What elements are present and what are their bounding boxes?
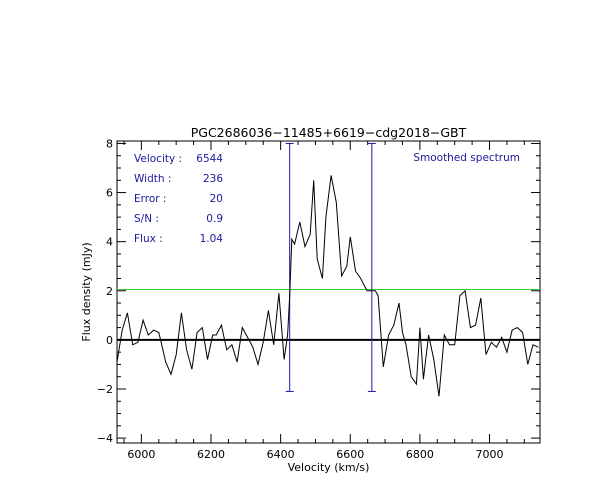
y-tick-label: −2	[97, 383, 113, 396]
spectrum-line	[116, 175, 539, 397]
x-tick-label: 6200	[197, 448, 225, 461]
y-tick-label: 2	[106, 285, 113, 298]
stat-value: 20	[210, 193, 223, 205]
stat-label: Flux :	[134, 233, 163, 245]
stat-label: Velocity :	[134, 153, 182, 165]
x-tick-label: 7000	[476, 448, 504, 461]
x-tick-label: 6000	[127, 448, 155, 461]
y-tick-label: −4	[97, 432, 113, 445]
y-tick-label: 0	[106, 334, 113, 347]
x-tick-label: 6600	[336, 448, 364, 461]
axis-tick-labels: 6000 6200 6400 6600 6800 7000 −4 −2 0 2 4 6 8	[97, 137, 504, 461]
stat-value: 236	[203, 173, 223, 185]
stat-value: 0.9	[206, 213, 223, 225]
stat-label: S/N :	[134, 213, 159, 225]
y-tick-label: 8	[106, 137, 113, 150]
stat-value: 1.04	[200, 233, 224, 245]
plot-frame	[116, 140, 541, 444]
plot-frame-group	[116, 140, 541, 444]
stat-label: Width :	[134, 173, 171, 185]
reference-lines	[117, 142, 540, 392]
stats-panel: Velocity : 6544 Width : 236 Error : 20 S/N : 0.…	[134, 153, 223, 245]
stat-value: 6544	[196, 153, 223, 165]
x-tick-label: 6800	[406, 448, 434, 461]
x-tick-label: 6400	[267, 448, 295, 461]
x-axis-label: Velocity (km/s)	[288, 461, 370, 474]
stat-label: Error :	[134, 193, 166, 205]
axis-ticks	[117, 141, 540, 443]
y-tick-label: 6	[106, 187, 113, 200]
y-axis-label: Flux density (mJy)	[80, 242, 93, 341]
smoothed-spectrum-label: Smoothed spectrum	[413, 152, 520, 164]
y-tick-label: 4	[106, 236, 113, 249]
chart-title: PGC2686036−11485+6619−cdg2018−GBT	[191, 125, 467, 140]
